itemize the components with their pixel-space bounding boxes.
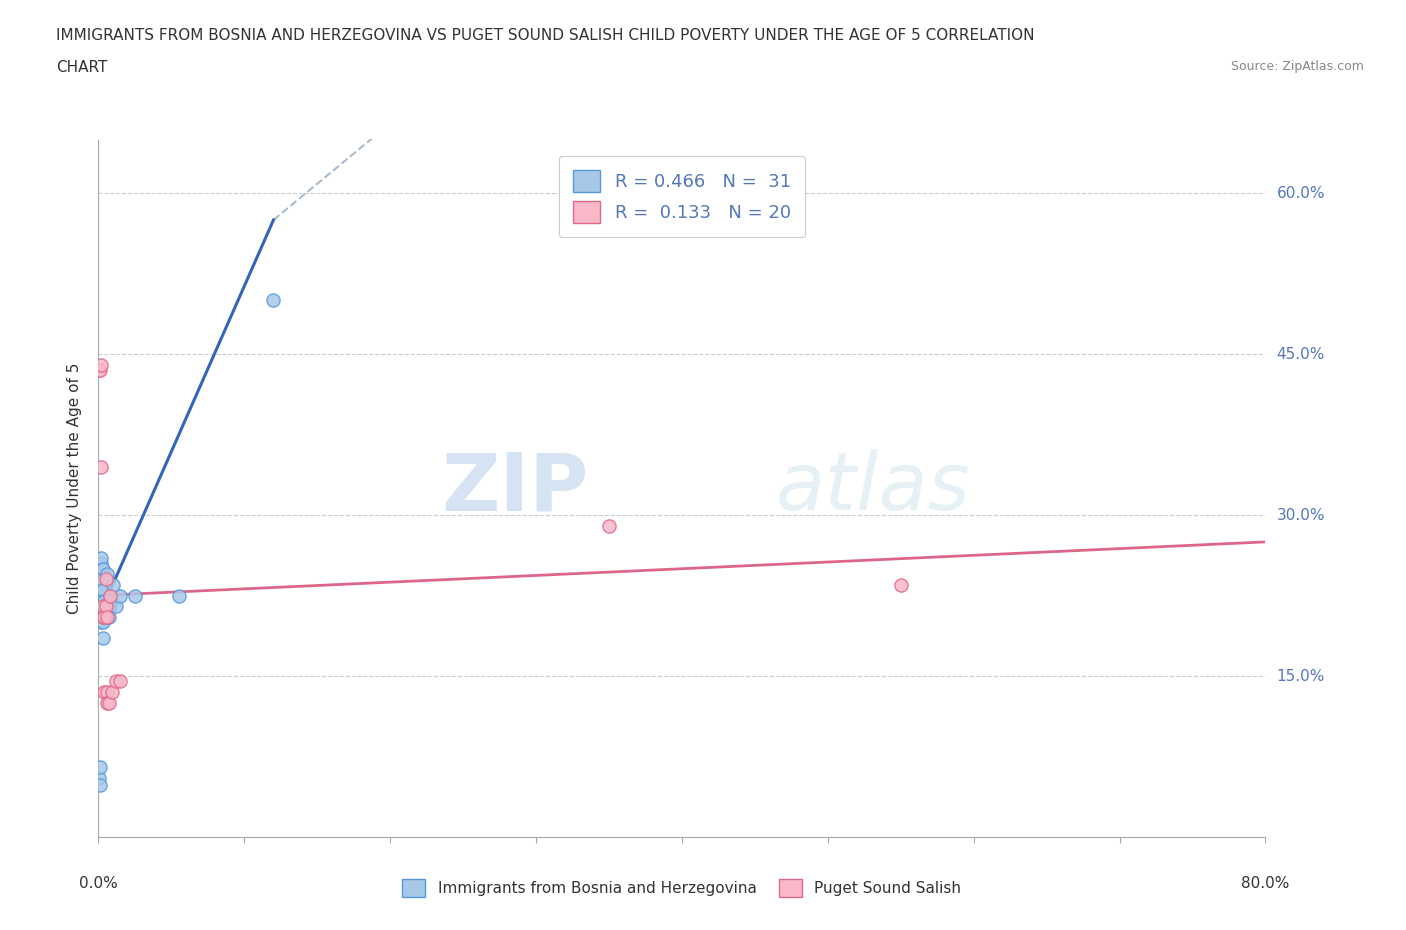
Legend: Immigrants from Bosnia and Herzegovina, Puget Sound Salish: Immigrants from Bosnia and Herzegovina, … xyxy=(389,867,974,910)
Point xyxy=(91,562,114,577)
Point xyxy=(100,684,122,699)
Text: ZIP: ZIP xyxy=(441,449,589,527)
Point xyxy=(96,566,118,581)
Point xyxy=(94,609,117,624)
Point xyxy=(98,588,121,603)
Point xyxy=(89,583,111,598)
Point xyxy=(97,609,120,624)
Text: Source: ZipAtlas.com: Source: ZipAtlas.com xyxy=(1230,60,1364,73)
Point xyxy=(93,593,115,608)
Point xyxy=(91,599,114,614)
Text: CHART: CHART xyxy=(56,60,108,74)
Text: 30.0%: 30.0% xyxy=(1277,508,1324,523)
Point xyxy=(96,684,118,699)
Point xyxy=(104,599,127,614)
Point xyxy=(598,518,620,533)
Point xyxy=(101,578,124,592)
Text: atlas: atlas xyxy=(775,449,970,527)
Point xyxy=(91,609,114,624)
Point xyxy=(89,771,111,786)
Point xyxy=(90,615,112,630)
Text: 15.0%: 15.0% xyxy=(1277,669,1324,684)
Point xyxy=(96,696,118,711)
Point xyxy=(90,572,112,587)
Point xyxy=(110,588,132,603)
Text: 60.0%: 60.0% xyxy=(1277,186,1324,201)
Point xyxy=(93,609,115,624)
Point xyxy=(89,363,111,378)
Point xyxy=(90,551,112,565)
Point xyxy=(94,572,117,587)
Point xyxy=(89,363,111,378)
Point xyxy=(97,696,120,711)
Point xyxy=(91,583,114,598)
Point xyxy=(89,562,111,577)
Point xyxy=(98,599,121,614)
Text: IMMIGRANTS FROM BOSNIA AND HERZEGOVINA VS PUGET SOUND SALISH CHILD POVERTY UNDER: IMMIGRANTS FROM BOSNIA AND HERZEGOVINA V… xyxy=(56,28,1035,43)
Text: 80.0%: 80.0% xyxy=(1241,876,1289,891)
Text: 45.0%: 45.0% xyxy=(1277,347,1324,362)
Point xyxy=(93,604,115,619)
Point xyxy=(104,674,127,689)
Point xyxy=(90,556,112,571)
Point xyxy=(91,631,114,646)
Point xyxy=(91,604,114,619)
Point xyxy=(98,593,121,608)
Point xyxy=(93,609,115,624)
Point xyxy=(90,357,112,372)
Text: 0.0%: 0.0% xyxy=(79,876,118,891)
Point xyxy=(262,293,284,308)
Point xyxy=(110,674,132,689)
Point xyxy=(89,778,111,793)
Point xyxy=(91,615,114,630)
Point xyxy=(89,760,111,775)
Point xyxy=(167,588,190,603)
Point xyxy=(124,588,146,603)
Point xyxy=(96,609,118,624)
Point xyxy=(94,599,117,614)
Point xyxy=(90,593,112,608)
Y-axis label: Child Poverty Under the Age of 5: Child Poverty Under the Age of 5 xyxy=(67,363,83,614)
Point xyxy=(90,459,112,474)
Point xyxy=(93,684,115,699)
Point xyxy=(890,578,912,592)
Point xyxy=(94,599,117,614)
Point xyxy=(89,593,111,608)
